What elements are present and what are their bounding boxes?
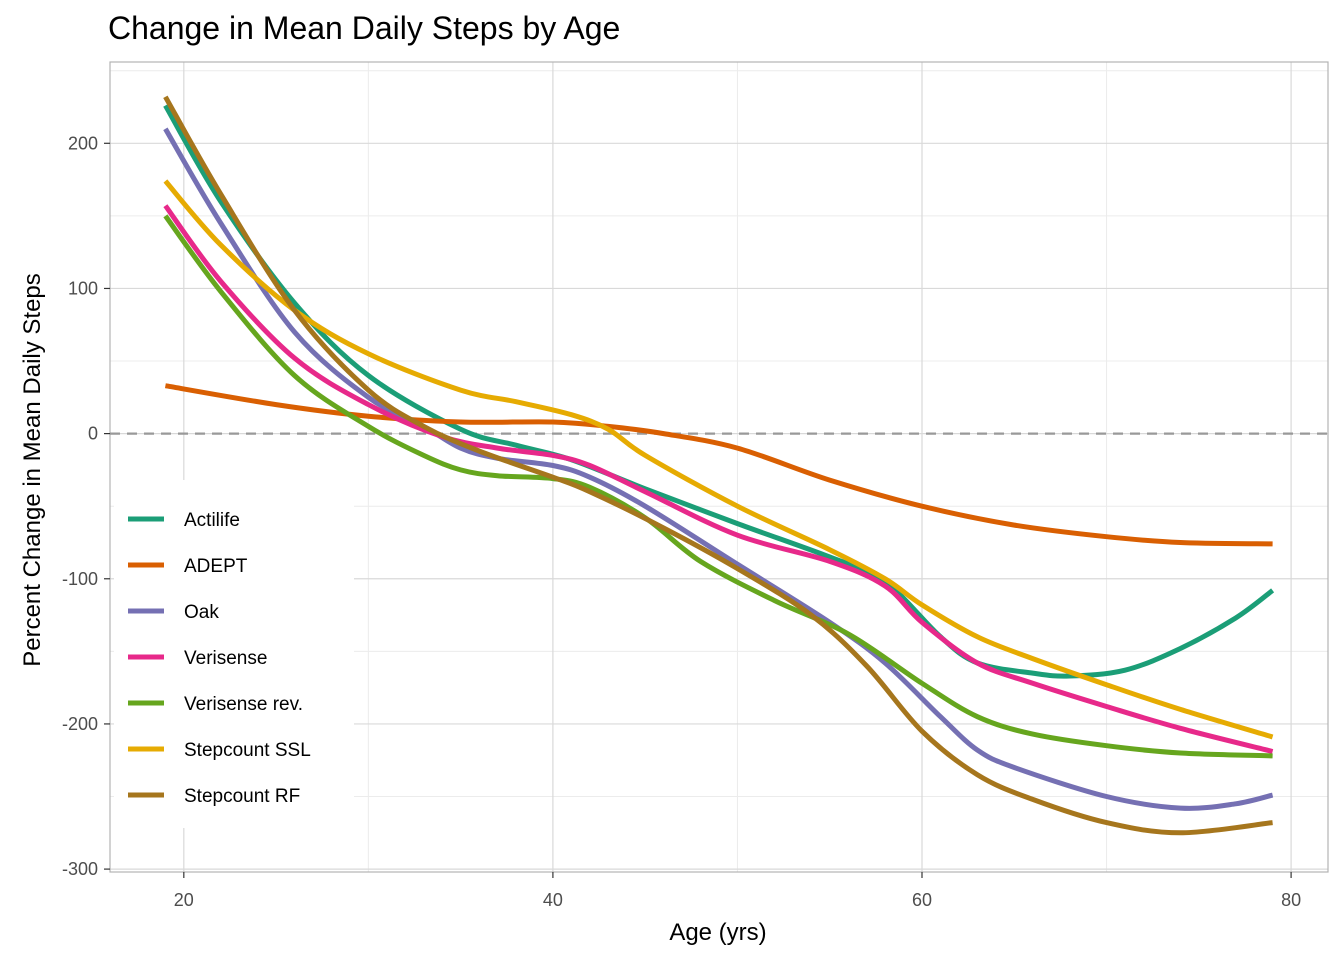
x-axis-title: Age (yrs)	[669, 919, 766, 946]
legend-label-verisense-rev: Verisense rev.	[184, 694, 303, 715]
y-tick-label: -300	[62, 859, 98, 879]
series-line-adept	[164, 383, 1273, 547]
y-tick-label: -100	[62, 569, 98, 589]
series-line-stepcount-ssl	[163, 179, 1274, 740]
legend-label-adept: ADEPT	[184, 556, 248, 577]
series-lines	[163, 95, 1275, 836]
series-line-oak	[163, 127, 1274, 811]
y-tick-label: 200	[68, 133, 98, 153]
y-tick-label: -200	[62, 714, 98, 734]
x-tick-label: 40	[543, 890, 563, 910]
series-line-verisense	[163, 204, 1274, 754]
axes: 20 40 60 80 -300 -200 -100 0 100 200	[62, 133, 1301, 910]
y-tick-label: 100	[68, 278, 98, 298]
y-tick-label: 0	[88, 424, 98, 444]
series-line-stepcount-rf	[163, 95, 1273, 836]
series-line-actilife	[163, 104, 1275, 679]
legend-label-oak: Oak	[184, 602, 219, 623]
legend-background	[114, 480, 354, 828]
chart-title: Change in Mean Daily Steps by Age	[108, 10, 621, 46]
x-tick-label: 60	[912, 890, 932, 910]
legend-label-stepcount-ssl: Stepcount SSL	[184, 740, 311, 761]
x-tick-label: 80	[1281, 890, 1301, 910]
legend-label-stepcount-rf: Stepcount RF	[184, 786, 300, 807]
x-tick-label: 20	[174, 890, 194, 910]
y-axis-title: Percent Change in Mean Daily Steps	[19, 273, 46, 667]
legend-label-verisense: Verisense	[184, 648, 267, 669]
legend: Actilife ADEPT Oak Verisense Verisense rev. S…	[114, 480, 354, 828]
legend-label-actilife: Actilife	[184, 510, 240, 531]
panel-border	[109, 61, 1329, 873]
